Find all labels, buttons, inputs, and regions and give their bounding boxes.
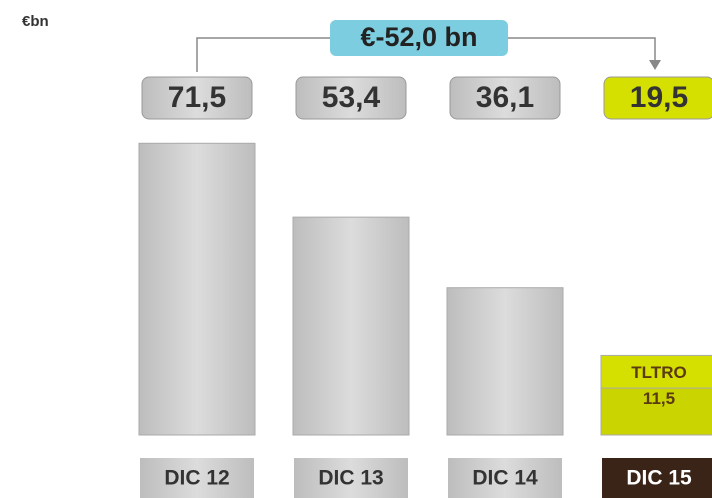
category-box — [448, 458, 562, 498]
bar — [292, 216, 410, 436]
arrow-head — [649, 60, 661, 70]
x-tick-label: DIC 13 — [318, 467, 383, 490]
category-box — [602, 458, 712, 498]
segment — [600, 387, 712, 436]
value-label-box — [449, 76, 561, 120]
value-label-box — [603, 76, 712, 120]
annotation-box — [330, 20, 508, 56]
value-label: 71,5 — [168, 81, 226, 114]
unit-label: €bn — [22, 13, 49, 30]
value-label: 36,1 — [476, 81, 534, 114]
segment-name: TLTRO — [631, 363, 686, 382]
annotation: €-52,0 bn — [360, 22, 477, 52]
x-tick-label: DIC 14 — [472, 467, 538, 490]
value-label-box — [141, 76, 253, 120]
value-label: 19,5 — [630, 81, 688, 114]
category-box — [294, 458, 408, 498]
x-tick-label: DIC 12 — [164, 467, 229, 490]
bar — [446, 287, 564, 436]
value-label: 53,4 — [322, 81, 381, 114]
bar — [138, 142, 256, 436]
x-tick-label: DIC 15 — [626, 467, 692, 490]
category-box — [140, 458, 254, 498]
segment-label: 11,5 — [643, 389, 675, 408]
value-label-box — [295, 76, 407, 120]
